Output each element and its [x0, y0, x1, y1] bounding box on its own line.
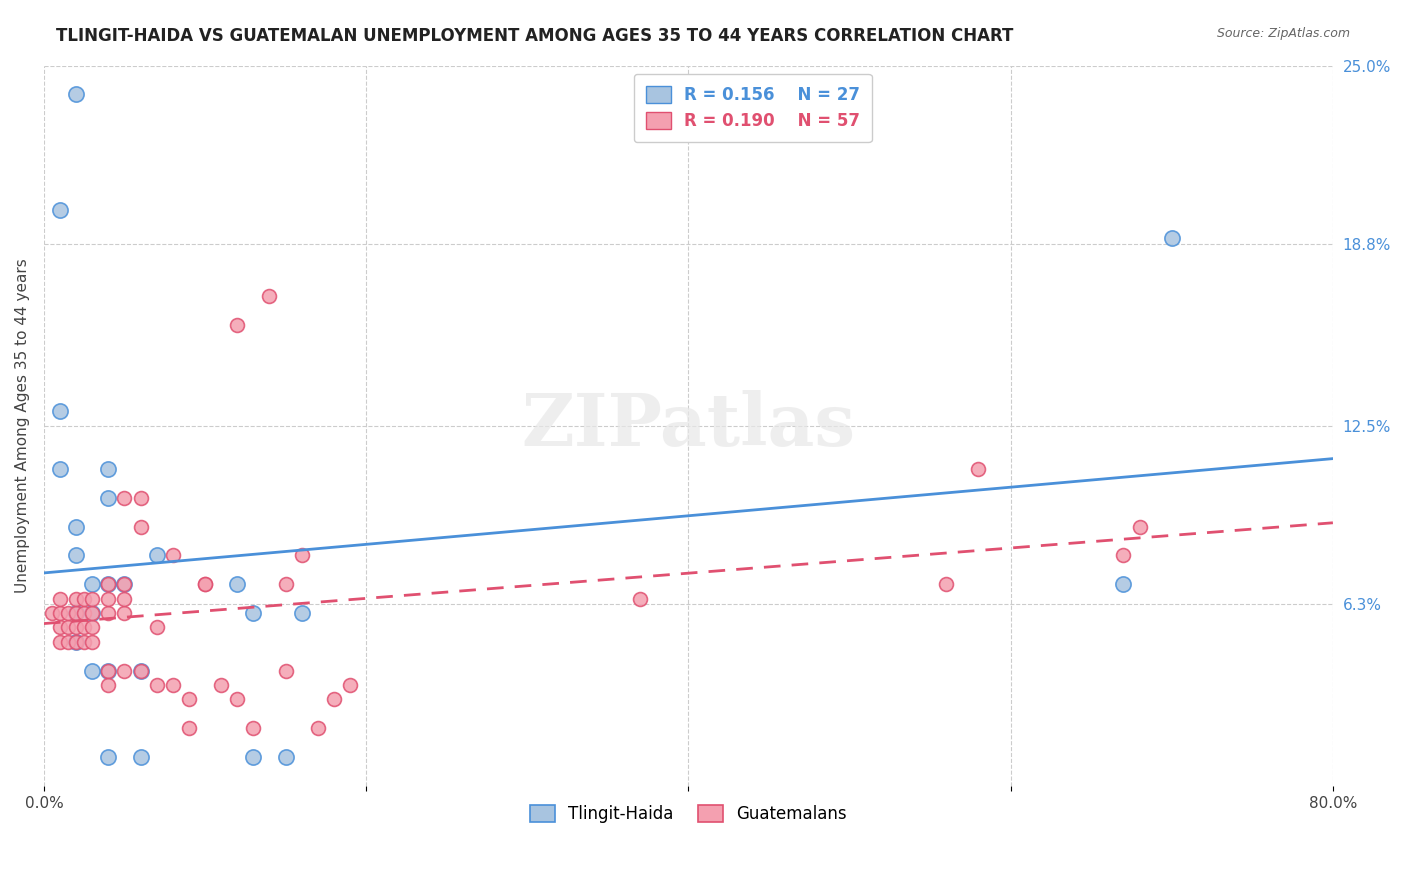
Point [82, 664, 104, 678]
Point [49, 404, 72, 418]
Point [177, 692, 200, 706]
Point [49, 202, 72, 217]
Point [226, 577, 249, 591]
Point [56, 620, 79, 634]
Point [82, 620, 104, 634]
Point [114, 577, 136, 591]
Point [49, 634, 72, 648]
Point [65, 606, 87, 620]
Point [162, 549, 184, 563]
Point [97, 591, 120, 606]
Point [49, 620, 72, 634]
Point [242, 750, 264, 764]
Point [65, 634, 87, 648]
Point [274, 664, 297, 678]
Point [82, 606, 104, 620]
Point [1112, 577, 1135, 591]
Text: Source: ZipAtlas.com: Source: ZipAtlas.com [1216, 27, 1350, 40]
Point [194, 577, 217, 591]
Point [97, 664, 120, 678]
Point [49, 591, 72, 606]
Point [73, 591, 96, 606]
Point [209, 678, 232, 692]
Point [114, 491, 136, 505]
Point [97, 577, 120, 591]
Point [242, 721, 264, 735]
Point [97, 750, 120, 764]
Point [162, 678, 184, 692]
Point [82, 577, 104, 591]
Point [307, 721, 329, 735]
Point [65, 606, 87, 620]
Point [177, 721, 200, 735]
Point [145, 549, 167, 563]
Point [82, 634, 104, 648]
Point [114, 591, 136, 606]
Point [129, 491, 152, 505]
Point [1128, 519, 1150, 533]
Point [129, 664, 152, 678]
Point [129, 750, 152, 764]
Point [73, 634, 96, 648]
Point [259, 289, 281, 303]
Point [65, 87, 87, 102]
Point [145, 678, 167, 692]
Point [291, 606, 314, 620]
Point [82, 606, 104, 620]
Point [97, 462, 120, 476]
Point [322, 692, 344, 706]
Point [73, 606, 96, 620]
Point [97, 664, 120, 678]
Point [97, 577, 120, 591]
Point [129, 664, 152, 678]
Point [56, 606, 79, 620]
Point [291, 549, 314, 563]
Point [226, 692, 249, 706]
Point [339, 678, 361, 692]
Point [41, 606, 63, 620]
Point [49, 462, 72, 476]
Point [1160, 231, 1182, 245]
Point [274, 577, 297, 591]
Point [73, 620, 96, 634]
Point [97, 606, 120, 620]
Point [129, 519, 152, 533]
Point [97, 491, 120, 505]
Point [82, 591, 104, 606]
Point [97, 678, 120, 692]
Point [114, 606, 136, 620]
Point [226, 318, 249, 332]
Point [628, 591, 651, 606]
Point [1112, 549, 1135, 563]
Point [274, 750, 297, 764]
Point [145, 620, 167, 634]
Point [194, 577, 217, 591]
Point [114, 577, 136, 591]
Point [65, 620, 87, 634]
Point [49, 606, 72, 620]
Text: TLINGIT-HAIDA VS GUATEMALAN UNEMPLOYMENT AMONG AGES 35 TO 44 YEARS CORRELATION C: TLINGIT-HAIDA VS GUATEMALAN UNEMPLOYMENT… [56, 27, 1014, 45]
Legend: Tlingit-Haida, Guatemalans: Tlingit-Haida, Guatemalans [517, 794, 859, 835]
Point [114, 664, 136, 678]
Y-axis label: Unemployment Among Ages 35 to 44 years: Unemployment Among Ages 35 to 44 years [15, 259, 30, 593]
Point [65, 591, 87, 606]
Text: ZIPatlas: ZIPatlas [522, 390, 855, 461]
Point [65, 549, 87, 563]
Point [65, 634, 87, 648]
Point [935, 577, 957, 591]
Point [56, 634, 79, 648]
Point [65, 519, 87, 533]
Point [967, 462, 990, 476]
Point [242, 606, 264, 620]
